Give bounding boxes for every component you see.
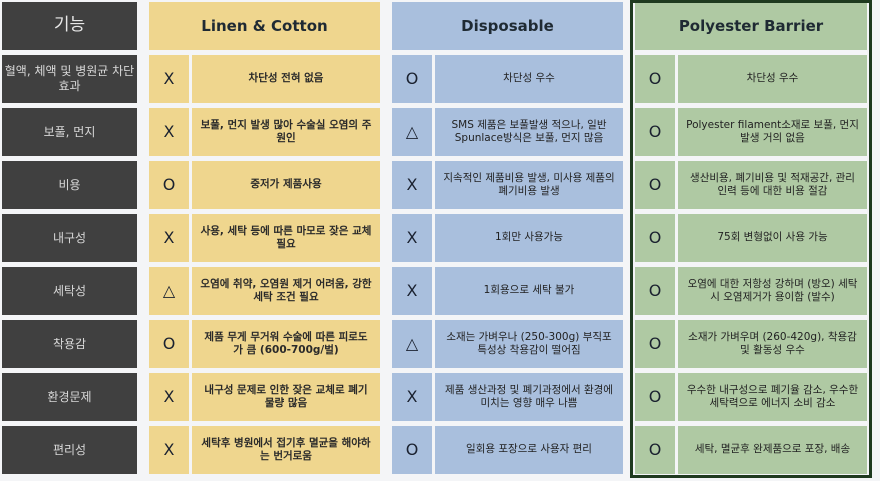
linen-rating: O bbox=[149, 161, 189, 209]
polyester-rating: O bbox=[635, 214, 675, 262]
linen-rating: X bbox=[149, 214, 189, 262]
polyester-rating: O bbox=[635, 373, 675, 421]
feature-cell: 보풀, 먼지 bbox=[2, 108, 137, 156]
linen-rating: X bbox=[149, 55, 189, 103]
disposable-description: SMS 제품은 보풀발생 적으나, 일반 Spunlace방식은 보풀, 먼지 … bbox=[435, 108, 623, 156]
header-linen-cotton: Linen & Cotton bbox=[149, 2, 380, 50]
disposable-rating: O bbox=[392, 55, 432, 103]
polyester-rating: O bbox=[635, 108, 675, 156]
header-polyester-barrier: Polyester Barrier bbox=[635, 2, 867, 50]
polyester-description: 소재가 가벼우며 (260-420g), 착용감 및 활동성 우수 bbox=[678, 320, 867, 368]
disposable-rating: X bbox=[392, 214, 432, 262]
disposable-rating: △ bbox=[392, 320, 432, 368]
feature-cell: 혈액, 체액 및 병원균 차단효과 bbox=[2, 55, 137, 103]
polyester-description: Polyester filament소재로 보풀, 먼지 발생 거의 없음 bbox=[678, 108, 867, 156]
polyester-rating: O bbox=[635, 267, 675, 315]
linen-description: 제품 무게 무거워 수술에 따른 피로도가 큼 (600-700g/벌) bbox=[192, 320, 380, 368]
linen-rating: O bbox=[149, 320, 189, 368]
header-disposable: Disposable bbox=[392, 2, 623, 50]
disposable-rating: X bbox=[392, 267, 432, 315]
polyester-description: 오염에 대한 저항성 강하며 (방오) 세탁시 오염제거가 용이함 (발수) bbox=[678, 267, 867, 315]
polyester-description: 세탁, 멸균후 완제품으로 포장, 배송 bbox=[678, 426, 867, 474]
linen-description: 보풀, 먼지 발생 많아 수술실 오염의 주원인 bbox=[192, 108, 380, 156]
disposable-rating: O bbox=[392, 426, 432, 474]
disposable-description: 차단성 우수 bbox=[435, 55, 623, 103]
feature-cell: 착용감 bbox=[2, 320, 137, 368]
polyester-rating: O bbox=[635, 161, 675, 209]
feature-cell: 세탁성 bbox=[2, 267, 137, 315]
disposable-rating: X bbox=[392, 161, 432, 209]
disposable-rating: X bbox=[392, 373, 432, 421]
linen-rating: X bbox=[149, 373, 189, 421]
feature-cell: 편리성 bbox=[2, 426, 137, 474]
header-feature: 기능 bbox=[2, 2, 137, 50]
polyester-description: 생산비용, 폐기비용 및 적재공간, 관리인력 등에 대한 비용 절감 bbox=[678, 161, 867, 209]
disposable-description: 1회용으로 세탁 불가 bbox=[435, 267, 623, 315]
comparison-table: 기능 Linen & Cotton Disposable Polyester B… bbox=[2, 2, 867, 474]
feature-cell: 환경문제 bbox=[2, 373, 137, 421]
linen-description: 세탁후 병원에서 접기후 멸균을 해야하는 번거로움 bbox=[192, 426, 380, 474]
linen-description: 오염에 취약, 오염원 제거 어려움, 강한 세탁 조건 필요 bbox=[192, 267, 380, 315]
linen-rating: X bbox=[149, 426, 189, 474]
linen-description: 내구성 문제로 인한 잦은 교체로 폐기물량 많음 bbox=[192, 373, 380, 421]
linen-description: 중저가 제품사용 bbox=[192, 161, 380, 209]
polyester-rating: O bbox=[635, 426, 675, 474]
polyester-description: 차단성 우수 bbox=[678, 55, 867, 103]
disposable-description: 일회용 포장으로 사용자 편리 bbox=[435, 426, 623, 474]
polyester-description: 우수한 내구성으로 폐기율 감소, 우수한 세탁력으로 에너지 소비 감소 bbox=[678, 373, 867, 421]
feature-cell: 내구성 bbox=[2, 214, 137, 262]
disposable-description: 1회만 사용가능 bbox=[435, 214, 623, 262]
polyester-rating: O bbox=[635, 55, 675, 103]
disposable-description: 제품 생산과정 및 폐기과정에서 환경에 미치는 영향 매우 나쁨 bbox=[435, 373, 623, 421]
feature-cell: 비용 bbox=[2, 161, 137, 209]
linen-description: 차단성 전혀 없음 bbox=[192, 55, 380, 103]
disposable-rating: △ bbox=[392, 108, 432, 156]
polyester-rating: O bbox=[635, 320, 675, 368]
disposable-description: 지속적인 제품비용 발생, 미사용 제품의 폐기비용 발생 bbox=[435, 161, 623, 209]
linen-rating: X bbox=[149, 108, 189, 156]
disposable-description: 소재는 가벼우나 (250-300g) 부직포 특성상 착용감이 떨어짐 bbox=[435, 320, 623, 368]
linen-rating: △ bbox=[149, 267, 189, 315]
linen-description: 사용, 세탁 등에 따른 마모로 잦은 교체 필요 bbox=[192, 214, 380, 262]
polyester-description: 75회 변형없이 사용 가능 bbox=[678, 214, 867, 262]
